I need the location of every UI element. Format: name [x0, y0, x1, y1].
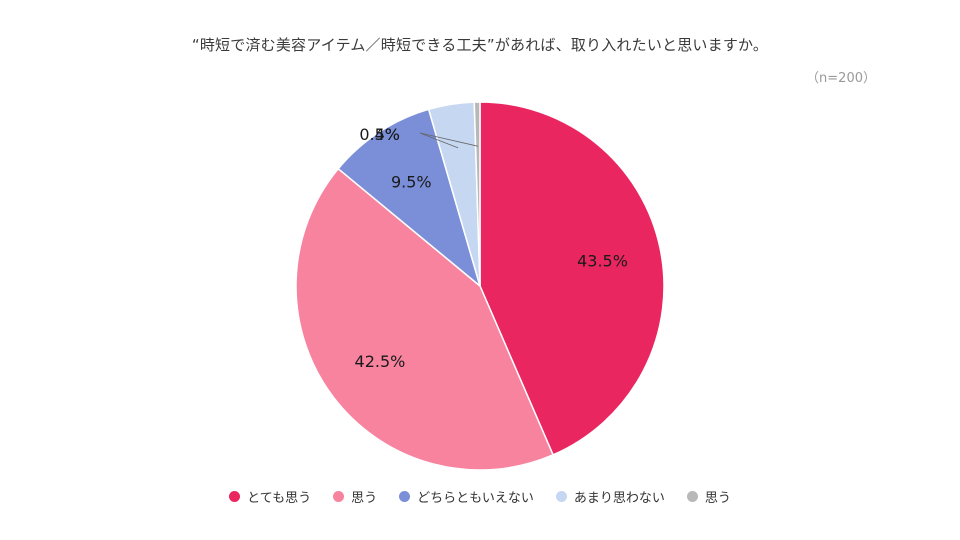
legend-item-4: 思う — [686, 487, 731, 506]
sample-size-note: （n=200） — [806, 71, 876, 86]
legend-item-0: とても思う — [229, 487, 311, 506]
leader-line-3 — [419, 132, 459, 149]
legend-label-2: どちらともいえない — [417, 491, 534, 506]
legend-swatch-0 — [229, 491, 241, 502]
pie-slice-2 — [337, 108, 482, 289]
data-label-2: 9.5% — [391, 172, 432, 191]
leader-line-4 — [419, 132, 478, 147]
legend-label-1: 思う — [351, 491, 378, 506]
legend-item-2: どちらともいえない — [399, 487, 534, 506]
legend-label-3: あまり思わない — [573, 491, 665, 506]
legend-swatch-4 — [686, 491, 698, 502]
legend-swatch-1 — [333, 491, 345, 502]
data-label-4: 0.5% — [359, 125, 400, 144]
legend-label-0: とても思う — [247, 491, 312, 506]
data-label-3: 4% — [375, 125, 400, 144]
data-label-1: 42.5% — [355, 352, 406, 371]
data-label-0: 43.5% — [577, 252, 628, 271]
pie-slice-4 — [473, 101, 481, 287]
legend-swatch-3 — [555, 491, 567, 502]
legend-swatch-2 — [399, 491, 411, 502]
pie-slice-0 — [479, 101, 665, 456]
pie-slice-1 — [295, 167, 555, 471]
legend-item-3: あまり思わない — [555, 487, 665, 506]
legend-item-1: 思う — [333, 487, 377, 506]
legend-label-4: 思う — [704, 491, 731, 506]
chart-title: “時短で済む美容アイテム／時短できる工夫”があれば、取り入れたいと思いますか。 — [191, 36, 769, 54]
chart-legend: とても思う 思う どちらともいえない あまり思わない 思う — [0, 487, 960, 506]
